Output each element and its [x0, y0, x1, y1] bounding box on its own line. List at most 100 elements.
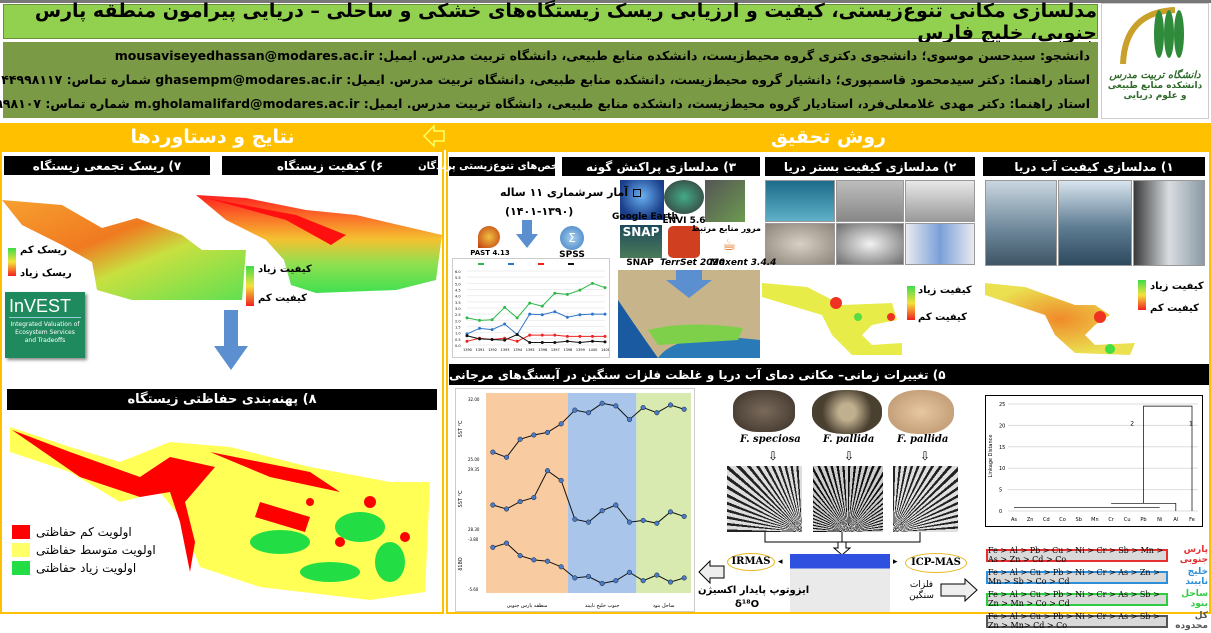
legend-swatch [478, 263, 484, 265]
panel-ylabel: δ18O [458, 557, 464, 570]
x-tick-label: Al [1173, 517, 1178, 523]
data-point [478, 337, 482, 341]
sediment-legend-high: کیفیت زیاد [918, 285, 972, 296]
spss-icon: Σ [560, 226, 584, 250]
quality-legend-bar [246, 266, 254, 306]
data-point [517, 436, 523, 442]
data-point [667, 509, 674, 515]
risk-legend-low: ریسک کم [20, 245, 68, 256]
x-tick-label: Co [1059, 517, 1066, 523]
region-name: کل محدوده [1175, 611, 1208, 631]
data-point [578, 288, 582, 292]
data-point [528, 301, 532, 305]
panel-ylabel: SST °C [458, 420, 464, 437]
data-point [544, 429, 551, 435]
series-line-3 [466, 333, 606, 344]
metal-order-box: Fe > Al > Cu > Pb > Ni > Cr > As > Zn > … [986, 568, 1168, 586]
data-point [654, 572, 660, 578]
data-point [599, 400, 605, 406]
y-tick-label: 3.0 [455, 307, 461, 311]
isotope-symbol: δ¹⁸O [735, 599, 760, 610]
data-point [613, 578, 619, 584]
x-tick-label: 1398 [563, 348, 572, 352]
data-point [553, 310, 557, 314]
data-point [540, 304, 544, 308]
section-1-header: ۱) مدلسازی کیفیت آب دریا [983, 157, 1205, 176]
x-tick-label: Mn [1091, 517, 1098, 523]
literature-review-label: مرور منابع مرتبط [691, 224, 761, 233]
data-point [465, 316, 469, 320]
y-tick-label: 0 [999, 509, 1002, 515]
tool-label-terrset: TerrSet 2020 [660, 258, 726, 268]
lab-photo [1133, 180, 1205, 266]
arrow-down-icon: ⇩ [844, 449, 855, 463]
logo-faculty-1: دانشکده منابع طبیعی [1107, 81, 1203, 91]
data-point [531, 557, 537, 563]
arrow-right-icon: ▸ [893, 557, 898, 567]
connector-lines [764, 532, 921, 556]
y-tick-label: 20 [999, 423, 1005, 429]
data-point [531, 432, 537, 438]
data-point [626, 569, 633, 575]
data-point [667, 579, 674, 585]
data-point [681, 575, 687, 581]
data-point [528, 333, 532, 337]
logo-faculty-2: و علوم دریایی [1123, 91, 1187, 101]
field-photo-1 [985, 180, 1057, 266]
diver-photo [765, 180, 835, 222]
java-icon: ☕ [722, 235, 737, 254]
data-point [626, 417, 633, 423]
y-tick-label: 2.0 [455, 319, 461, 323]
species-label-1: F. speciosa [740, 434, 801, 445]
tool-label-snap: SNAP [626, 258, 654, 268]
x-tick-label: 1395 [526, 348, 535, 352]
data-point [528, 341, 532, 345]
legend-label-low: اولویت کم حفاظتی [36, 525, 132, 539]
panel-ylabel: SST °C [458, 490, 464, 507]
x-tick-label: 1394 [513, 348, 523, 352]
species-label-3: F. pallida [897, 434, 949, 445]
data-point [626, 519, 633, 525]
y-tick-label: -5.60 [468, 587, 479, 592]
tool-label-past: PAST 4.13 [470, 249, 510, 257]
data-point [585, 410, 592, 416]
legend-swatch [568, 263, 574, 265]
legend-swatch [508, 263, 514, 265]
x-tick-label: 1400 [588, 348, 597, 352]
y-tick-label: 15 [999, 445, 1005, 451]
metal-order-box: Fe > Al > Cu > Pb > Ni > Cr > As > Sb > … [986, 612, 1168, 630]
sample-tubes-photo [905, 223, 975, 265]
x-tick-label: 1390 [463, 348, 472, 352]
data-point [585, 573, 592, 580]
y-tick-label: 5.5 [455, 276, 461, 280]
data-point [515, 339, 519, 343]
data-point [603, 340, 607, 344]
logo-university-name: دانشگاه تربیت مدرس [1109, 70, 1201, 81]
y-tick-label: 2.5 [455, 313, 461, 317]
cluster-label: 2 [1130, 420, 1134, 427]
risk-legend-high: ریسک زیاد [20, 268, 72, 279]
results-banner-title: نتایج و دستاوردها [130, 125, 295, 148]
data-point [553, 333, 557, 337]
water-legend-high: کیفیت زیاد [1150, 281, 1204, 292]
section-4-header: ۴) شاخص‌های تنوع‌زیستی پرندگان [418, 157, 586, 176]
x-tick-label: 1392 [488, 348, 497, 352]
terrset-icon [668, 226, 700, 258]
metal-order-row: خلیج نایبند Fe > Al > Cu > Pb > Ni > Cr >… [978, 567, 1208, 587]
metal-order-table: پارس جنوبی Fe > Al > Pb > Cu > Ni > Cr > … [978, 545, 1208, 633]
results-banner: نتایج و دستاوردها [0, 123, 425, 150]
data-point [503, 305, 507, 309]
y-tick-label: 1.0 [455, 332, 461, 336]
student-line: دانشجو: سیدحسن موسوی؛ دانشجوی دکتری گروه… [114, 48, 1090, 63]
arrow-left-icon [422, 123, 446, 150]
results-panel [0, 150, 444, 614]
x-tick-label: As [1011, 517, 1017, 523]
legend-label-medium: اولویت متوسط حفاظتی [36, 543, 156, 557]
tool-label-maxent: Maxent 3.4.4 [710, 258, 777, 268]
x-tick-label: 1393 [501, 348, 510, 352]
data-point [585, 519, 592, 525]
arrow-down-icon [214, 310, 248, 370]
conservation-zoning-map [10, 427, 430, 600]
mortar-photo [765, 223, 835, 265]
data-point [599, 508, 605, 514]
